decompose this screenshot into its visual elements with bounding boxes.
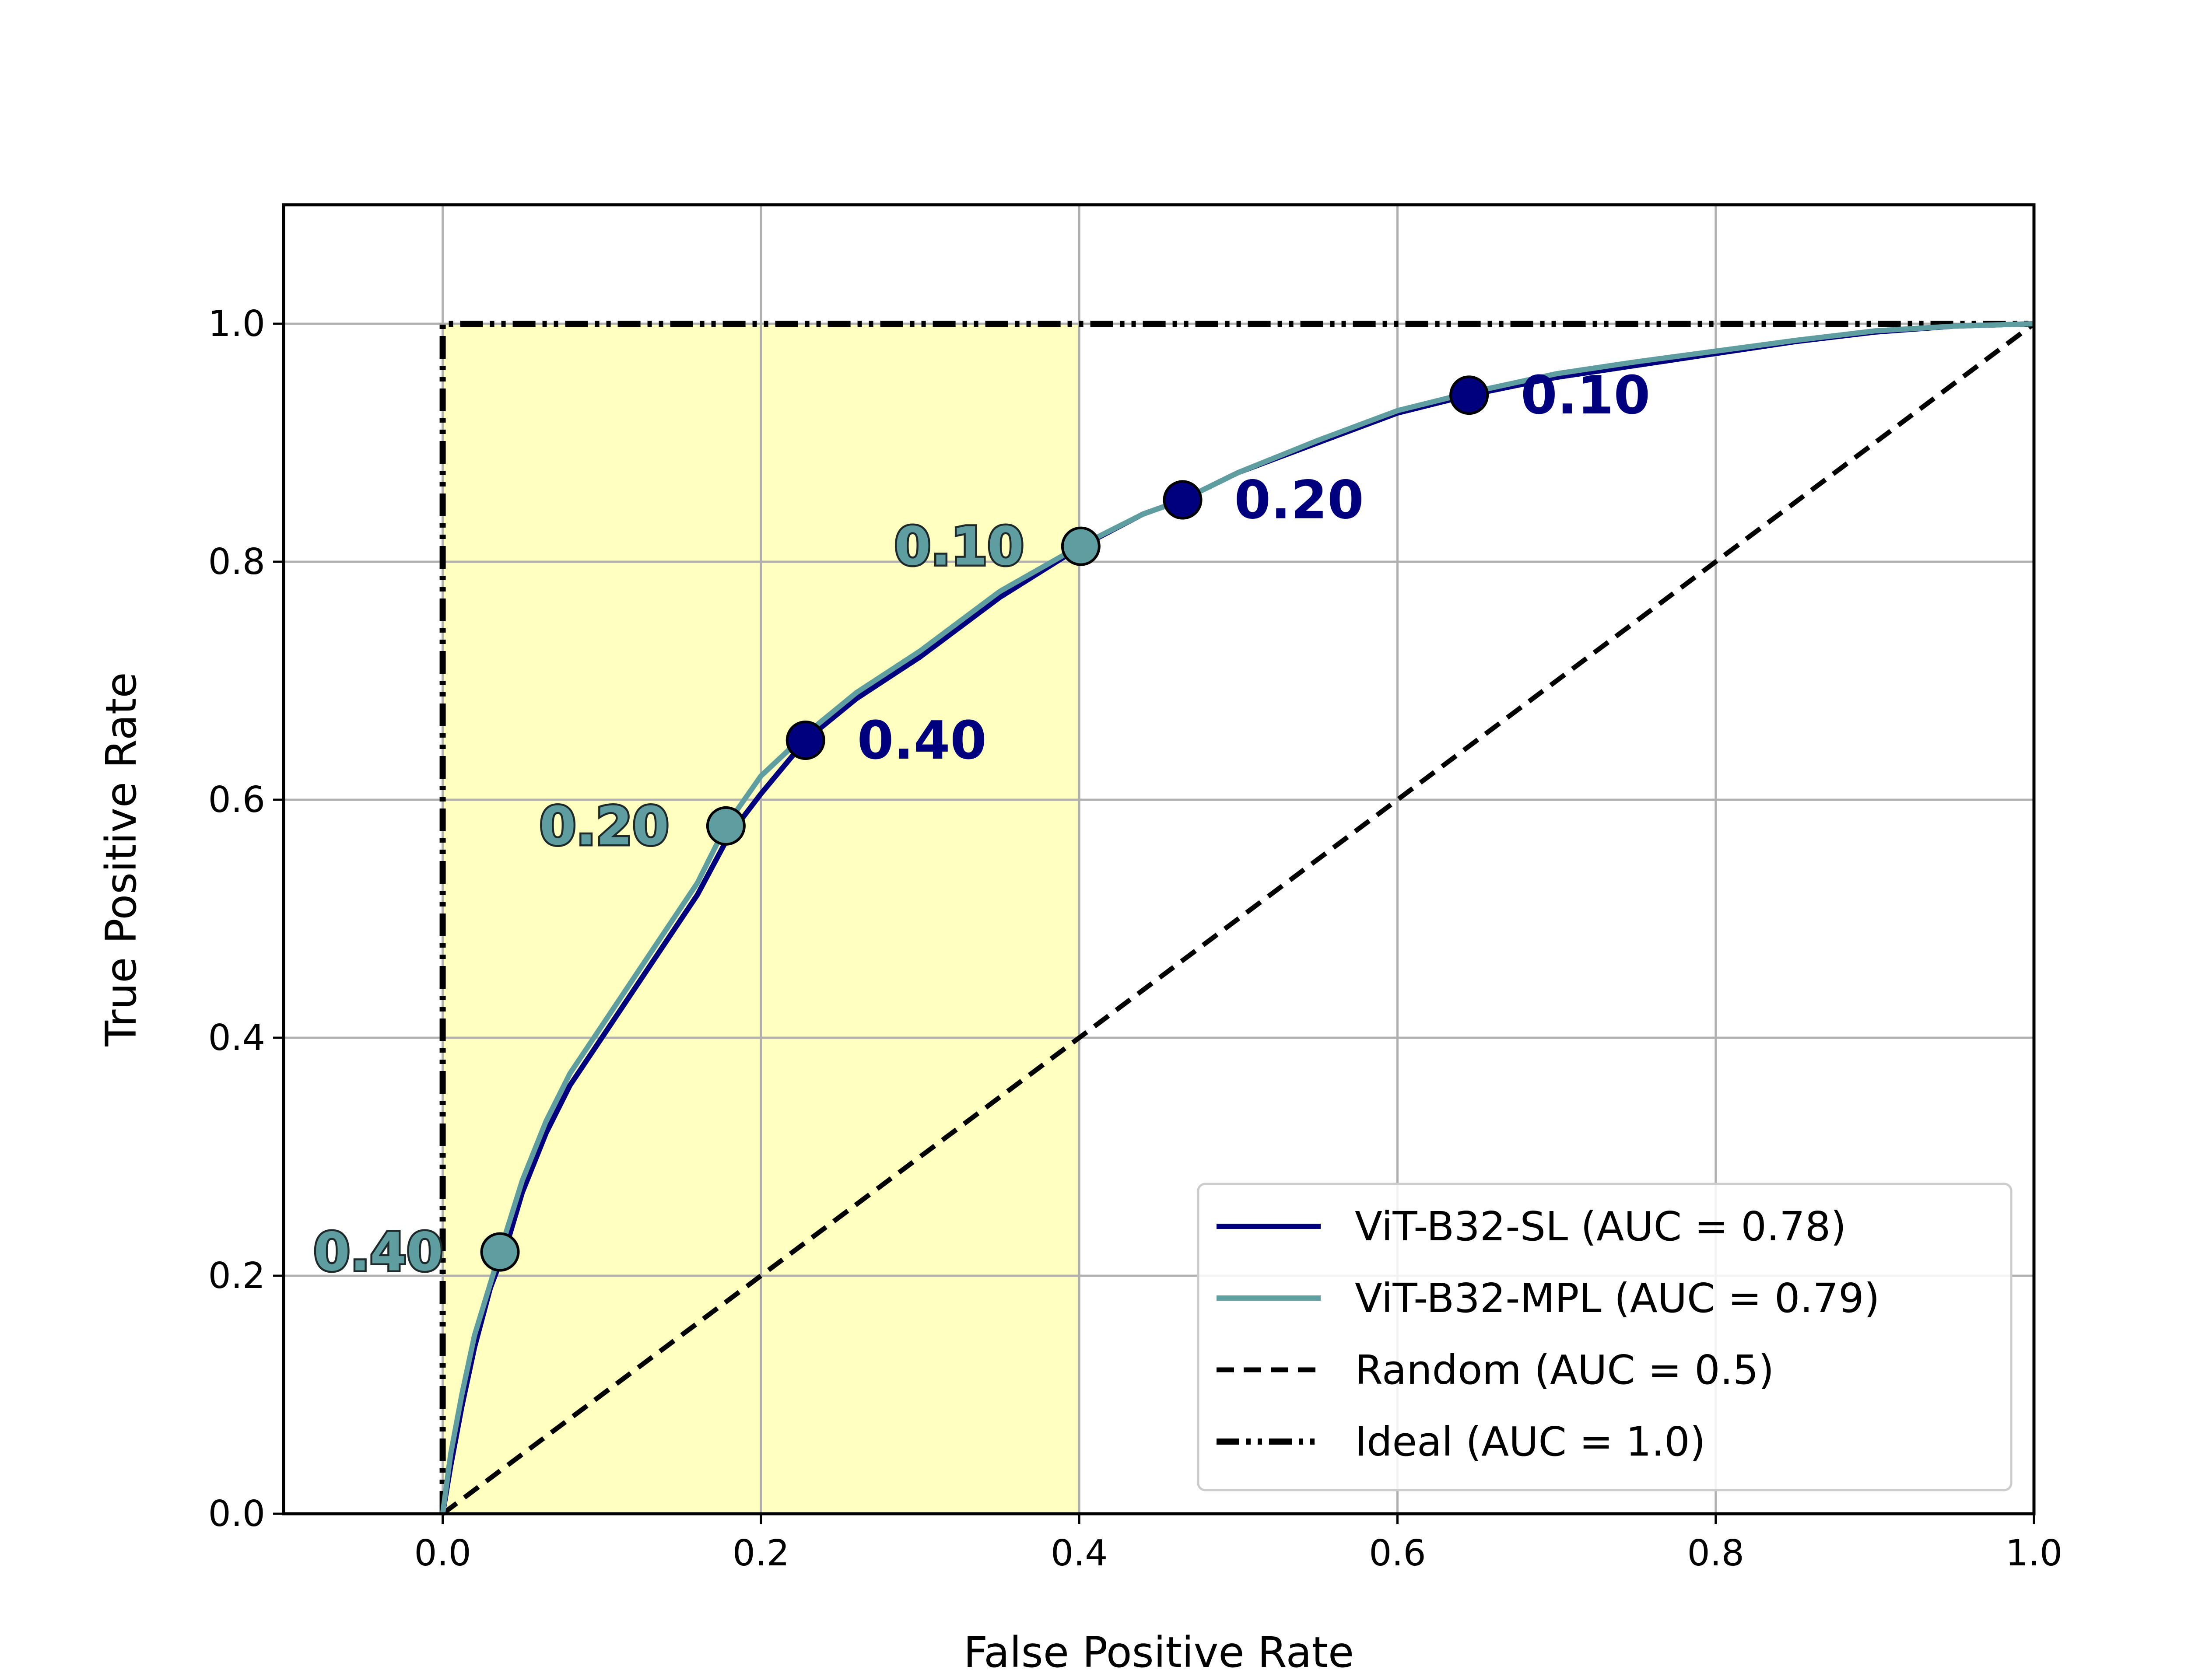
y-tick-label: 0.8 (208, 541, 265, 583)
series-line-0 (440, 321, 2034, 1514)
legend-label-1: ViT-B32-MPL (AUC = 0.79) (1355, 1275, 1880, 1322)
threshold-label-s0-1: 0.20 (1234, 470, 1364, 531)
threshold-label-s1-0: 0.40 (313, 1222, 443, 1283)
threshold-label-s0-2: 0.10 (1521, 365, 1650, 426)
x-tick-label: 0.4 (1051, 1533, 1108, 1574)
threshold-point-s0-2 (1449, 375, 1489, 415)
threshold-point-s1-2 (1061, 526, 1101, 566)
x-tick-label: 0.0 (414, 1533, 471, 1574)
threshold-label-s0-0: 0.40 (857, 710, 987, 771)
threshold-label-s1-1: 0.20 (540, 796, 669, 857)
series-line-2 (441, 322, 2036, 1516)
threshold-point-s0-0 (785, 721, 825, 760)
y-tick-label: 0.4 (208, 1017, 265, 1059)
series-line-1 (440, 321, 2034, 1514)
plot-frame (282, 203, 2036, 1516)
legend-box (1197, 1183, 2013, 1491)
legend: ViT-B32-SL (AUC = 0.78) ViT-B32-MPL (AUC … (1197, 1183, 2013, 1491)
series-layer (439, 321, 2036, 1516)
x-tick-label: 0.6 (1369, 1533, 1426, 1574)
annotations-layer: 0.40 0.20 0.10 0.40 0.20 0.10 (312, 365, 1650, 1285)
threshold-points-layer (480, 375, 1489, 1272)
ticks-layer: 0.0 0.2 0.4 0.6 0.8 1.0 0.0 0.2 0.4 0.6 0.8 1.0 (208, 303, 2063, 1574)
y-axis-label: True Positive Rate (97, 672, 146, 1046)
y-tick-label: 0.0 (208, 1493, 265, 1535)
threshold-point-s1-1 (706, 806, 746, 846)
y-tick-label: 1.0 (208, 303, 265, 345)
legend-label-2: Random (AUC = 0.5) (1355, 1347, 1774, 1393)
x-tick-label: 0.2 (733, 1533, 789, 1574)
x-tick-label: 0.8 (1687, 1533, 1744, 1574)
legend-label-3: Ideal (AUC = 1.0) (1355, 1418, 1706, 1465)
threshold-point-s0-1 (1163, 480, 1203, 520)
legend-label-0: ViT-B32-SL (AUC = 0.78) (1355, 1203, 1846, 1250)
x-axis-label: False Positive Rate (964, 1628, 1354, 1677)
y-tick-label: 0.6 (208, 779, 265, 821)
x-tick-label: 1.0 (2006, 1533, 2062, 1574)
threshold-label-s1-2: 0.10 (894, 517, 1024, 578)
y-tick-label: 0.2 (208, 1255, 265, 1297)
threshold-point-s1-0 (480, 1232, 520, 1272)
grid-layer (284, 205, 2035, 1515)
